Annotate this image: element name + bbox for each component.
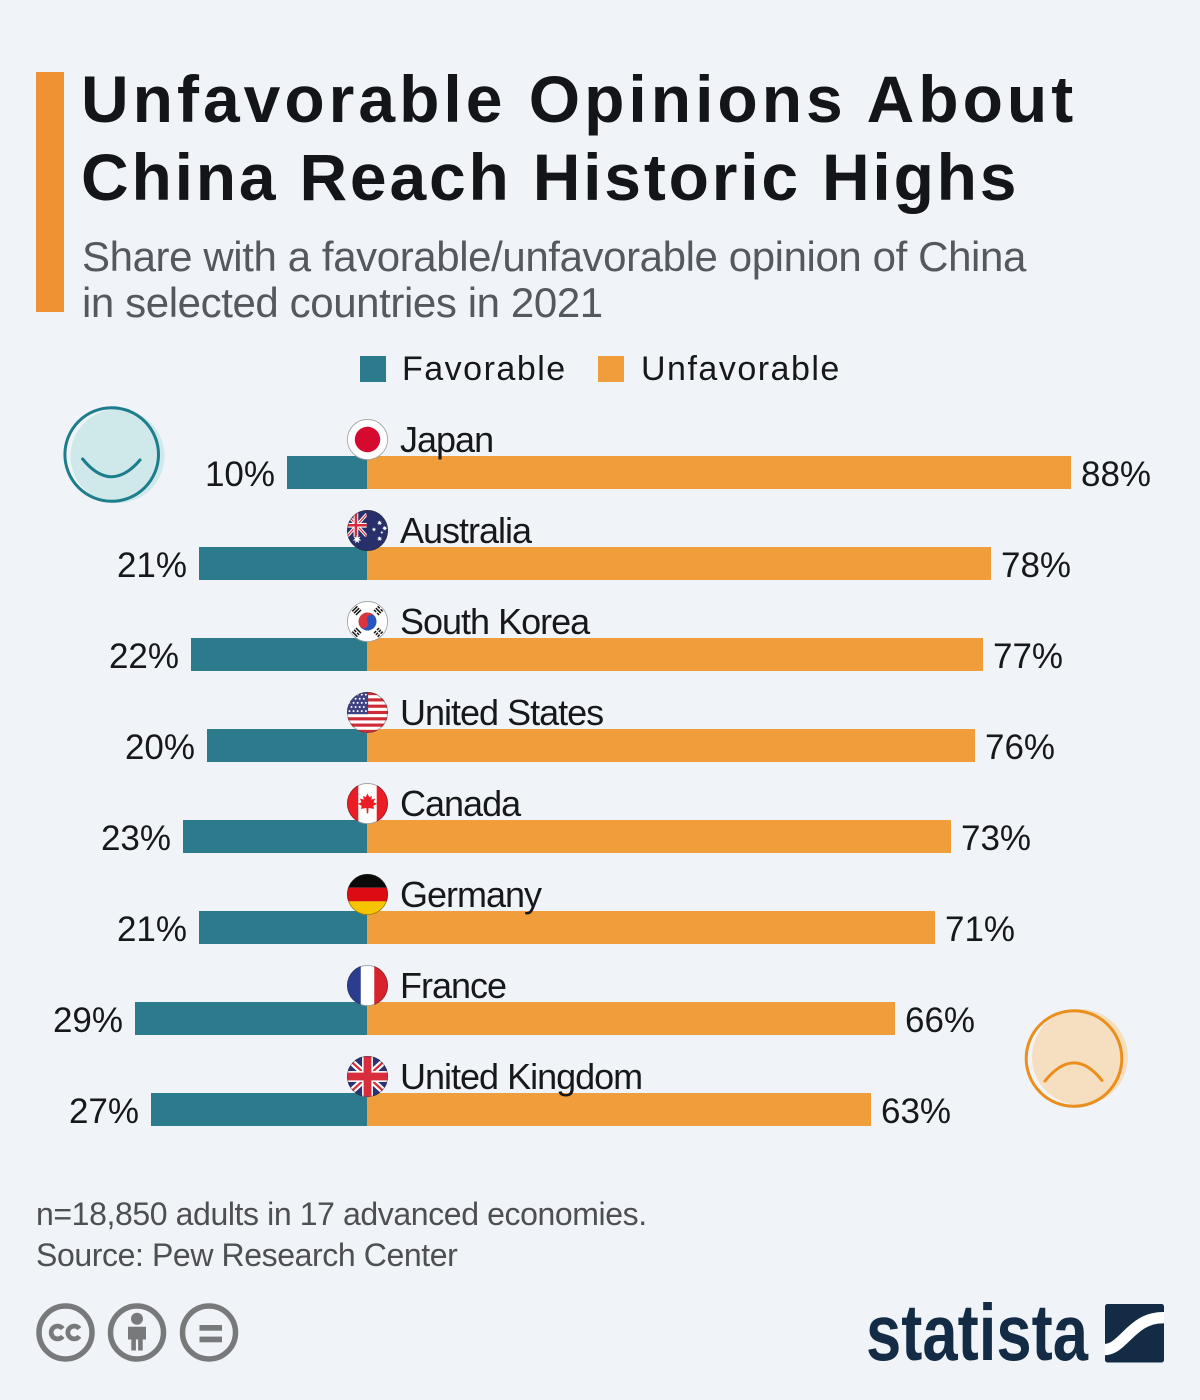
svg-text:statista: statista <box>866 1290 1088 1370</box>
